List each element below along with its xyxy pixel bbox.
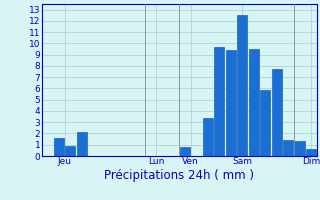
Bar [203,118,213,156]
X-axis label: Précipitations 24h ( mm ): Précipitations 24h ( mm ) [104,169,254,182]
Bar [54,138,64,156]
Bar [180,147,190,156]
Bar [271,69,282,156]
Bar [65,146,76,156]
Bar [226,50,236,156]
Bar [237,15,247,156]
Bar [214,47,225,156]
Bar [260,90,270,156]
Bar [283,140,293,156]
Bar [306,149,316,156]
Bar [76,132,87,156]
Bar [249,49,259,156]
Bar [294,141,305,156]
